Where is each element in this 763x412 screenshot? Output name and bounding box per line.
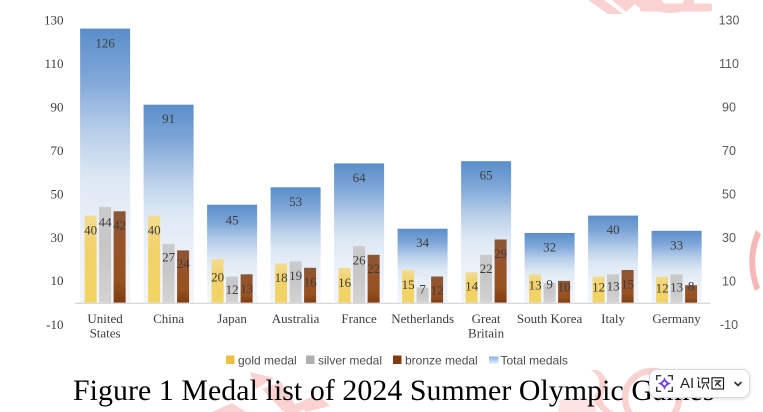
- svg-text:91: 91: [162, 111, 175, 126]
- svg-text:26: 26: [353, 253, 367, 268]
- svg-text:64: 64: [353, 170, 367, 185]
- svg-text:Italy: Italy: [601, 311, 625, 326]
- svg-text:70: 70: [722, 144, 736, 158]
- svg-text:130: 130: [719, 14, 740, 28]
- svg-text:24: 24: [177, 256, 191, 271]
- svg-text:40: 40: [607, 222, 620, 237]
- svg-text:silver medal: silver medal: [318, 354, 382, 368]
- svg-text:42: 42: [113, 218, 126, 233]
- svg-text:10: 10: [722, 275, 736, 289]
- svg-text:110: 110: [44, 56, 63, 71]
- svg-text:12: 12: [656, 281, 669, 296]
- svg-text:bronze medal: bronze medal: [405, 354, 478, 368]
- svg-text:45: 45: [226, 213, 239, 228]
- svg-text:12: 12: [592, 280, 605, 295]
- svg-text:Britain: Britain: [468, 325, 505, 340]
- svg-text:90: 90: [51, 99, 64, 114]
- svg-text:South Korea: South Korea: [517, 311, 583, 326]
- svg-text:30: 30: [51, 230, 64, 245]
- svg-text:gold medal: gold medal: [238, 354, 297, 368]
- svg-text:16: 16: [338, 275, 352, 290]
- svg-text:France: France: [341, 311, 377, 326]
- svg-text:13: 13: [670, 280, 683, 295]
- svg-text:9: 9: [546, 277, 553, 292]
- svg-text:40: 40: [148, 223, 161, 238]
- svg-text:130: 130: [44, 12, 64, 27]
- svg-text:20: 20: [211, 270, 224, 285]
- svg-text:110: 110: [719, 57, 739, 71]
- svg-text:34: 34: [416, 235, 430, 250]
- svg-text:Great: Great: [472, 311, 501, 326]
- svg-text:15: 15: [402, 277, 415, 292]
- svg-text:32: 32: [543, 240, 556, 255]
- svg-text:Netherlands: Netherlands: [391, 311, 454, 326]
- svg-text:19: 19: [289, 268, 302, 283]
- svg-text:53: 53: [289, 194, 302, 209]
- svg-text:-10: -10: [720, 318, 738, 332]
- svg-text:12: 12: [431, 283, 444, 298]
- svg-text:7: 7: [419, 282, 426, 297]
- svg-text:27: 27: [162, 250, 176, 265]
- svg-text:-10: -10: [46, 317, 63, 332]
- svg-text:Total medals: Total medals: [501, 354, 568, 368]
- svg-text:22: 22: [480, 261, 493, 276]
- svg-text:13: 13: [240, 281, 253, 296]
- svg-text:22: 22: [367, 261, 380, 276]
- svg-text:States: States: [90, 325, 121, 340]
- svg-text:126: 126: [95, 36, 115, 51]
- svg-text:15: 15: [621, 277, 634, 292]
- svg-text:Australia: Australia: [272, 311, 320, 326]
- svg-text:40: 40: [84, 223, 97, 238]
- svg-text:33: 33: [670, 237, 683, 252]
- svg-text:14: 14: [465, 279, 479, 294]
- svg-text:10: 10: [51, 273, 64, 288]
- svg-text:44: 44: [99, 215, 113, 230]
- svg-text:29: 29: [494, 246, 507, 261]
- svg-text:50: 50: [722, 188, 736, 202]
- svg-text:Germany: Germany: [652, 311, 701, 326]
- svg-text:13: 13: [529, 278, 542, 293]
- svg-text:16: 16: [304, 274, 318, 289]
- svg-text:18: 18: [275, 270, 288, 285]
- svg-text:8: 8: [688, 279, 695, 294]
- svg-text:70: 70: [51, 143, 64, 158]
- svg-text:13: 13: [607, 279, 620, 294]
- svg-text:30: 30: [722, 231, 736, 245]
- svg-text:12: 12: [226, 282, 239, 297]
- svg-text:10: 10: [558, 280, 571, 295]
- svg-text:65: 65: [480, 168, 493, 183]
- svg-text:China: China: [153, 311, 184, 326]
- svg-text:Japan: Japan: [217, 311, 247, 326]
- svg-text:90: 90: [722, 101, 736, 115]
- svg-text:50: 50: [51, 186, 64, 201]
- svg-text:United: United: [87, 311, 123, 326]
